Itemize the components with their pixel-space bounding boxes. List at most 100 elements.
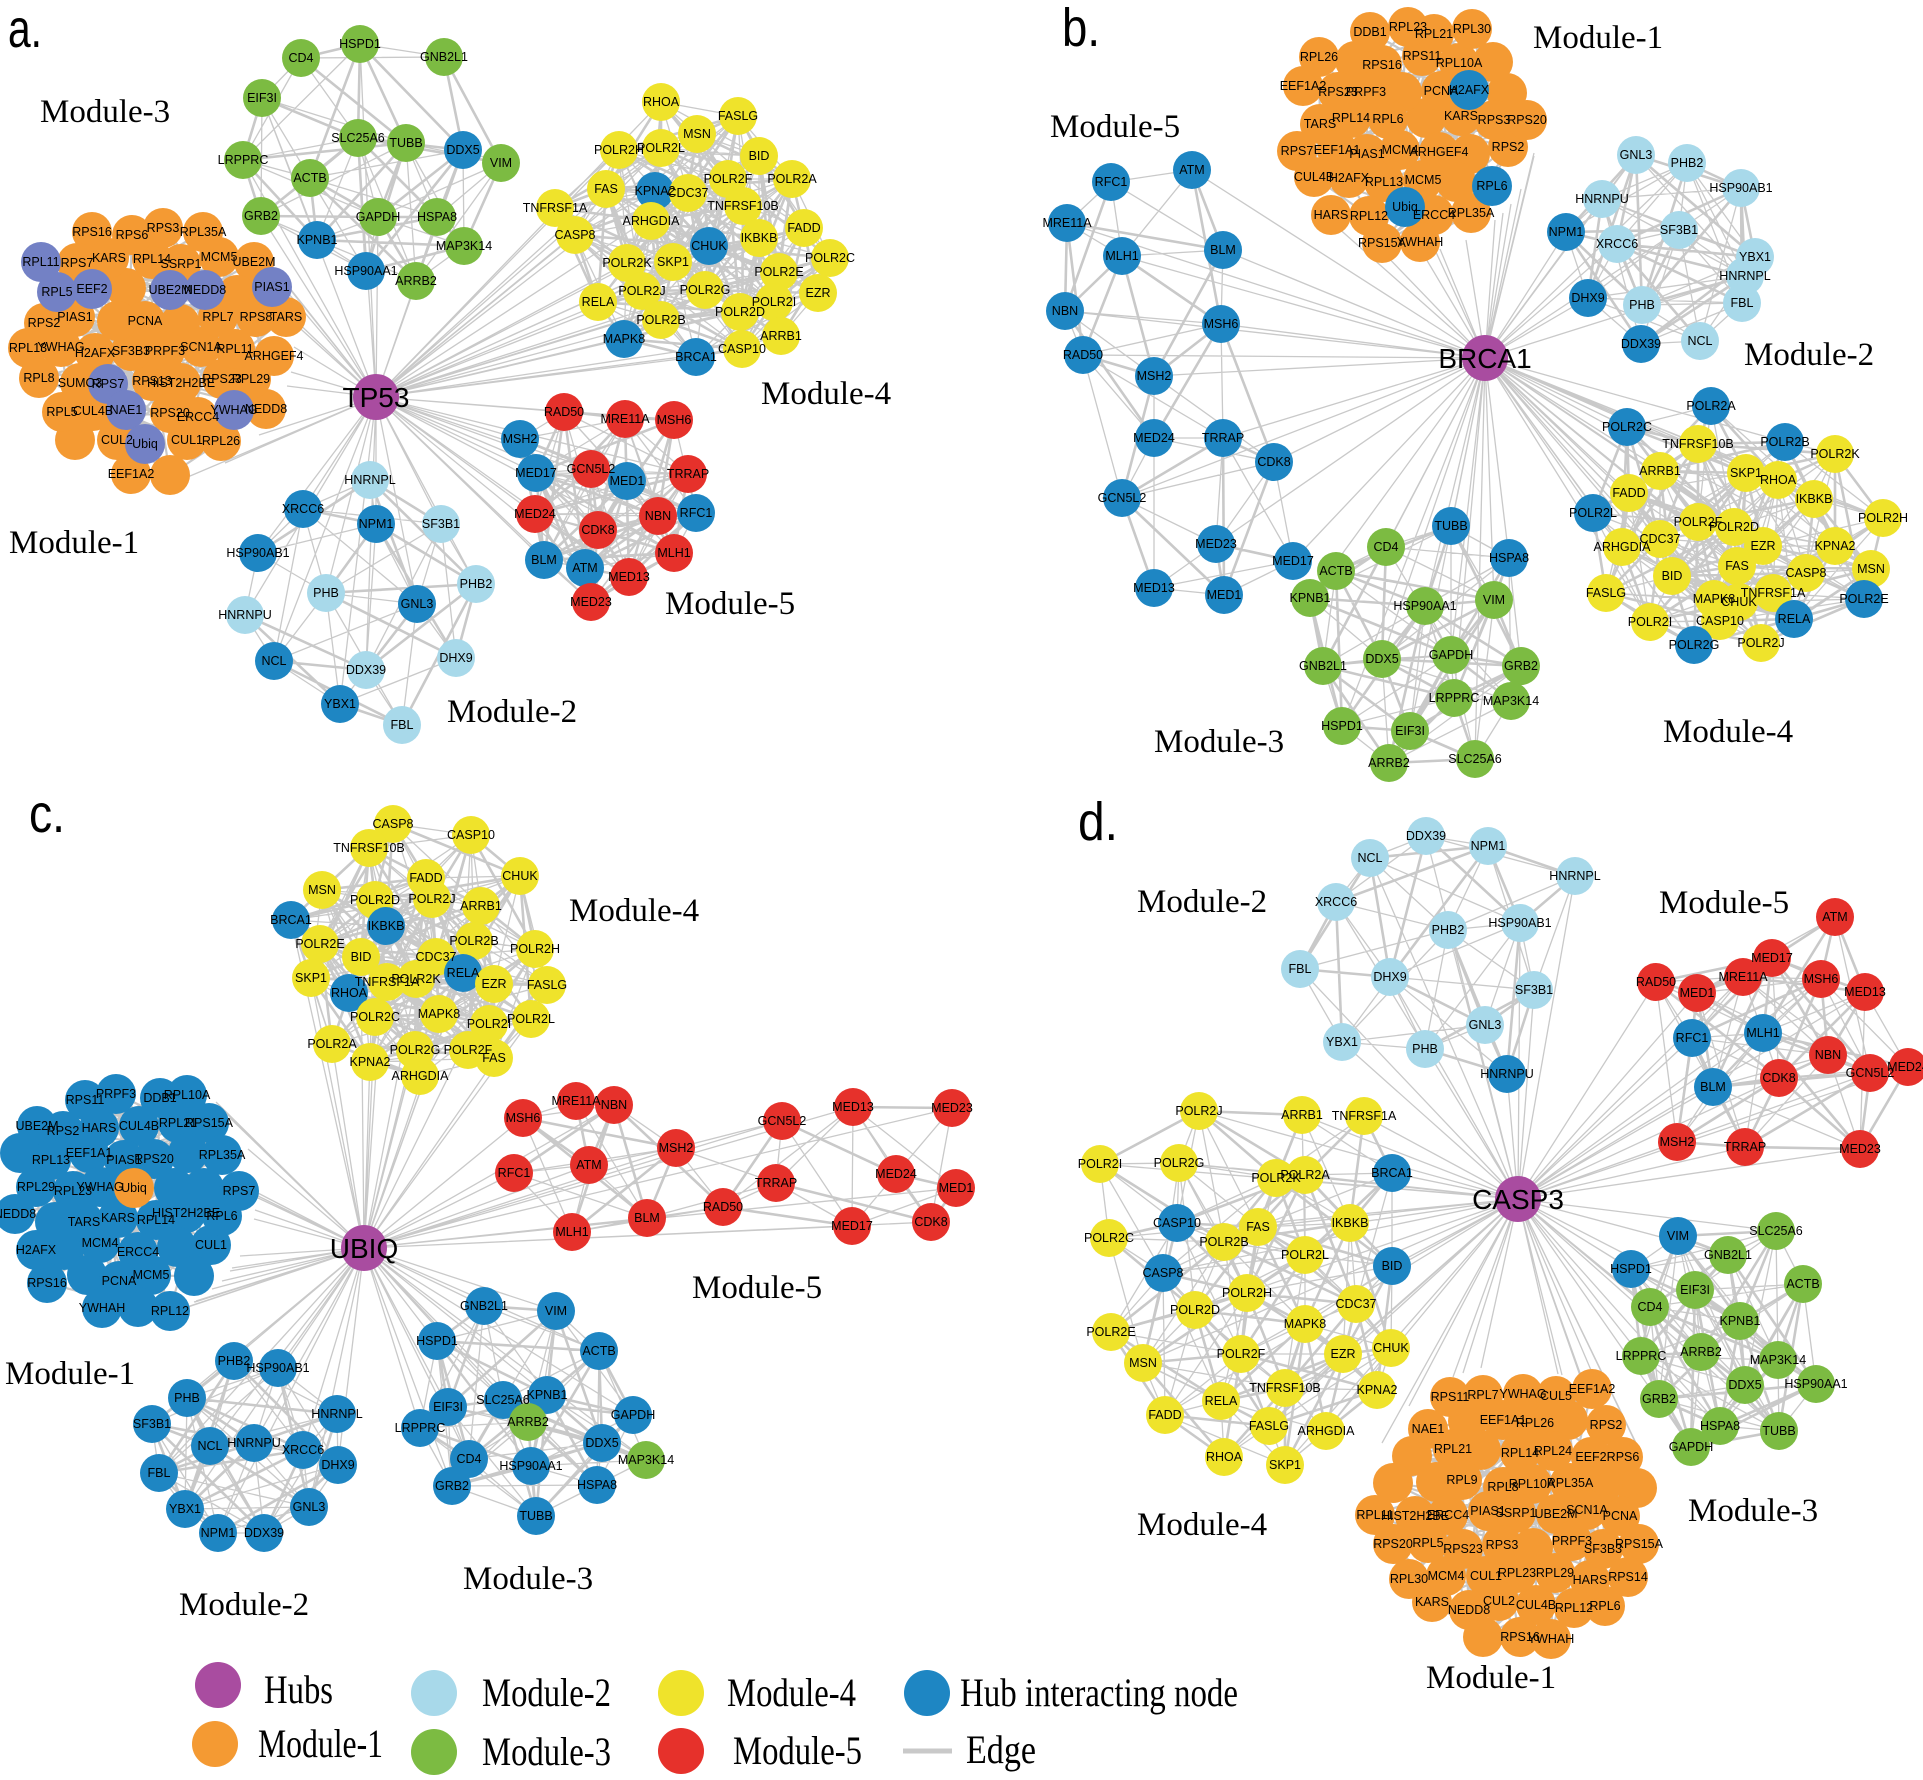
svg-text:MED23: MED23 bbox=[1195, 537, 1237, 551]
svg-text:KARS: KARS bbox=[92, 251, 126, 265]
svg-text:POLR2F: POLR2F bbox=[1217, 1347, 1266, 1361]
svg-text:MAPK8: MAPK8 bbox=[418, 1007, 460, 1021]
svg-text:RAD50: RAD50 bbox=[1636, 975, 1676, 989]
svg-text:RPL35A: RPL35A bbox=[199, 1148, 246, 1162]
svg-text:RPL13: RPL13 bbox=[1365, 175, 1403, 189]
svg-text:Module-5: Module-5 bbox=[692, 1270, 822, 1306]
svg-text:ATM: ATM bbox=[1822, 910, 1847, 924]
svg-text:RPL23: RPL23 bbox=[54, 1184, 92, 1198]
svg-text:Module-4: Module-4 bbox=[761, 376, 891, 412]
svg-text:ERCC4: ERCC4 bbox=[1427, 1508, 1469, 1522]
svg-text:PIAS1: PIAS1 bbox=[1470, 1504, 1505, 1518]
svg-text:NAE1: NAE1 bbox=[1412, 1422, 1445, 1436]
svg-text:YBX1: YBX1 bbox=[1326, 1035, 1358, 1049]
svg-text:RPS6: RPS6 bbox=[1607, 1450, 1640, 1464]
svg-text:KARS: KARS bbox=[1415, 1595, 1449, 1609]
svg-text:SSRP1: SSRP1 bbox=[161, 257, 202, 271]
svg-text:UBE2M: UBE2M bbox=[1534, 1507, 1577, 1521]
svg-text:CDK8: CDK8 bbox=[581, 523, 614, 537]
svg-text:EZR: EZR bbox=[1331, 1347, 1356, 1361]
svg-text:MCM4: MCM4 bbox=[1382, 143, 1419, 157]
svg-text:MLH1: MLH1 bbox=[1105, 249, 1138, 263]
svg-text:CDC37: CDC37 bbox=[416, 950, 457, 964]
svg-text:IKBKB: IKBKB bbox=[741, 231, 778, 245]
svg-text:EEF1A2: EEF1A2 bbox=[1280, 79, 1327, 93]
svg-text:HSP90AB1: HSP90AB1 bbox=[246, 1361, 309, 1375]
svg-text:LRPPRC: LRPPRC bbox=[218, 153, 269, 167]
svg-text:SKP1: SKP1 bbox=[1269, 1458, 1301, 1472]
svg-text:BRCA1: BRCA1 bbox=[1371, 1166, 1413, 1180]
svg-text:POLR2B: POLR2B bbox=[449, 934, 498, 948]
svg-text:MSH6: MSH6 bbox=[1204, 317, 1239, 331]
svg-text:RHOA: RHOA bbox=[643, 95, 680, 109]
svg-text:Module-2: Module-2 bbox=[1744, 337, 1874, 373]
svg-text:BLM: BLM bbox=[634, 1211, 660, 1225]
svg-text:MSH2: MSH2 bbox=[659, 1141, 694, 1155]
svg-text:RPL21: RPL21 bbox=[1415, 27, 1453, 41]
svg-text:Module-1: Module-1 bbox=[9, 525, 139, 561]
svg-text:TRRAP: TRRAP bbox=[1202, 431, 1244, 445]
svg-text:POLR2L: POLR2L bbox=[1281, 1248, 1329, 1262]
svg-text:EIF3I: EIF3I bbox=[247, 91, 277, 105]
svg-text:RPL21: RPL21 bbox=[159, 1116, 197, 1130]
svg-text:PHB: PHB bbox=[1412, 1042, 1438, 1056]
svg-text:EEF1A1: EEF1A1 bbox=[1480, 1413, 1527, 1427]
svg-text:GNL3: GNL3 bbox=[1469, 1018, 1502, 1032]
svg-text:DDX39: DDX39 bbox=[346, 663, 386, 677]
svg-text:RPL29: RPL29 bbox=[1536, 1566, 1574, 1580]
svg-text:Module-2: Module-2 bbox=[179, 1587, 309, 1623]
svg-text:POLR2I: POLR2I bbox=[467, 1017, 511, 1031]
svg-text:GRB2: GRB2 bbox=[1642, 1392, 1676, 1406]
svg-text:BID: BID bbox=[749, 149, 770, 163]
svg-text:POLR2G: POLR2G bbox=[1154, 1156, 1205, 1170]
svg-text:DDX5: DDX5 bbox=[585, 1436, 618, 1450]
svg-text:HSPA8: HSPA8 bbox=[1489, 551, 1529, 565]
svg-text:CASP3: CASP3 bbox=[1472, 1184, 1564, 1215]
svg-text:BLM: BLM bbox=[1210, 243, 1236, 257]
svg-text:RPS20: RPS20 bbox=[1507, 113, 1547, 127]
svg-text:RPL14: RPL14 bbox=[137, 1213, 175, 1227]
svg-text:NPM1: NPM1 bbox=[359, 517, 394, 531]
svg-text:RAD50: RAD50 bbox=[703, 1200, 743, 1214]
svg-text:POLR2B: POLR2B bbox=[1199, 1235, 1248, 1249]
svg-text:YWHAG: YWHAG bbox=[1499, 1387, 1546, 1401]
svg-text:NCL: NCL bbox=[197, 1439, 222, 1453]
svg-text:MRE11A: MRE11A bbox=[1718, 970, 1768, 984]
svg-text:BLM: BLM bbox=[1700, 1080, 1726, 1094]
svg-text:EIF3I: EIF3I bbox=[1395, 724, 1425, 738]
svg-text:TRRAP: TRRAP bbox=[1724, 1140, 1766, 1154]
svg-text:POLR2F: POLR2F bbox=[444, 1043, 493, 1057]
svg-text:TUBB: TUBB bbox=[1434, 519, 1467, 533]
svg-text:RAD50: RAD50 bbox=[1063, 348, 1103, 362]
svg-text:PCNA: PCNA bbox=[102, 1274, 137, 1288]
svg-text:MSH6: MSH6 bbox=[506, 1111, 541, 1125]
svg-text:RPS7: RPS7 bbox=[92, 377, 125, 391]
svg-text:FBL: FBL bbox=[1289, 962, 1312, 976]
svg-text:MED23: MED23 bbox=[931, 1101, 973, 1115]
svg-text:VIM: VIM bbox=[1667, 1229, 1689, 1243]
svg-text:MSH2: MSH2 bbox=[1137, 369, 1172, 383]
svg-text:HIST2H2BE: HIST2H2BE bbox=[147, 376, 215, 390]
svg-text:PHB: PHB bbox=[1629, 298, 1655, 312]
svg-text:EZR: EZR bbox=[1751, 539, 1776, 553]
svg-text:PRPF3: PRPF3 bbox=[145, 344, 185, 358]
svg-text:RPL14: RPL14 bbox=[1501, 1446, 1539, 1460]
svg-text:PHB: PHB bbox=[174, 1391, 200, 1405]
svg-text:MED1: MED1 bbox=[610, 474, 645, 488]
svg-text:Ubiq: Ubiq bbox=[132, 437, 158, 451]
svg-text:DHX9: DHX9 bbox=[321, 1458, 354, 1472]
svg-text:CUL2: CUL2 bbox=[1483, 1594, 1515, 1608]
svg-text:RPL12: RPL12 bbox=[151, 1304, 189, 1318]
svg-text:KPNB1: KPNB1 bbox=[297, 233, 338, 247]
svg-text:MED17: MED17 bbox=[831, 1219, 873, 1233]
svg-text:RPS15A: RPS15A bbox=[185, 1116, 234, 1130]
svg-text:DDB1: DDB1 bbox=[1353, 25, 1386, 39]
svg-text:CASP8: CASP8 bbox=[373, 817, 414, 831]
svg-text:PHB2: PHB2 bbox=[460, 577, 493, 591]
svg-text:RPL6: RPL6 bbox=[1476, 179, 1507, 193]
svg-text:POLR2G: POLR2G bbox=[680, 283, 731, 297]
svg-text:Hub interacting node: Hub interacting node bbox=[960, 1670, 1238, 1715]
svg-text:UBIQ: UBIQ bbox=[330, 1233, 398, 1264]
svg-text:GCN5L2: GCN5L2 bbox=[567, 462, 616, 476]
svg-text:MED24: MED24 bbox=[514, 507, 556, 521]
